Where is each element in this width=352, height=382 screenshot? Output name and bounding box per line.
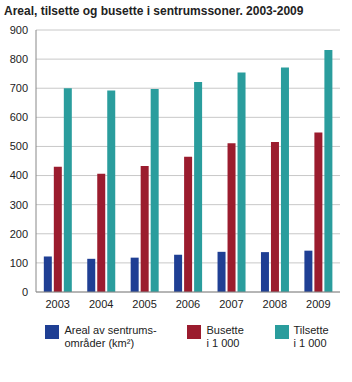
- svg-text:2005: 2005: [132, 298, 156, 310]
- svg-text:2006: 2006: [176, 298, 200, 310]
- svg-text:2004: 2004: [89, 298, 113, 310]
- svg-text:2008: 2008: [263, 298, 287, 310]
- svg-text:2009: 2009: [306, 298, 330, 310]
- svg-text:600: 600: [10, 111, 28, 123]
- svg-text:2007: 2007: [219, 298, 243, 310]
- svg-text:2003: 2003: [45, 298, 69, 310]
- html-text:Areal av sentrums- områder (km: Areal av sentrums- områder (km²): [64, 324, 157, 349]
- svg-text:700: 700: [10, 82, 28, 94]
- svg-text:900: 900: [10, 24, 28, 36]
- svg-text:300: 300: [10, 199, 28, 211]
- html-text:Busette i 1 000: Busette i 1 000: [206, 324, 244, 349]
- svg-text:800: 800: [10, 53, 28, 65]
- html-text:Areal, tilsette og busette i s: Areal, tilsette og busette i sentrumsson…: [4, 4, 304, 18]
- html-text:Tilsette i 1 000: Tilsette i 1 000: [293, 324, 329, 349]
- svg-text:100: 100: [10, 257, 28, 269]
- svg-text:0: 0: [22, 286, 28, 298]
- svg-text:500: 500: [10, 140, 28, 152]
- svg-text:400: 400: [10, 169, 28, 181]
- svg-text:200: 200: [10, 228, 28, 240]
